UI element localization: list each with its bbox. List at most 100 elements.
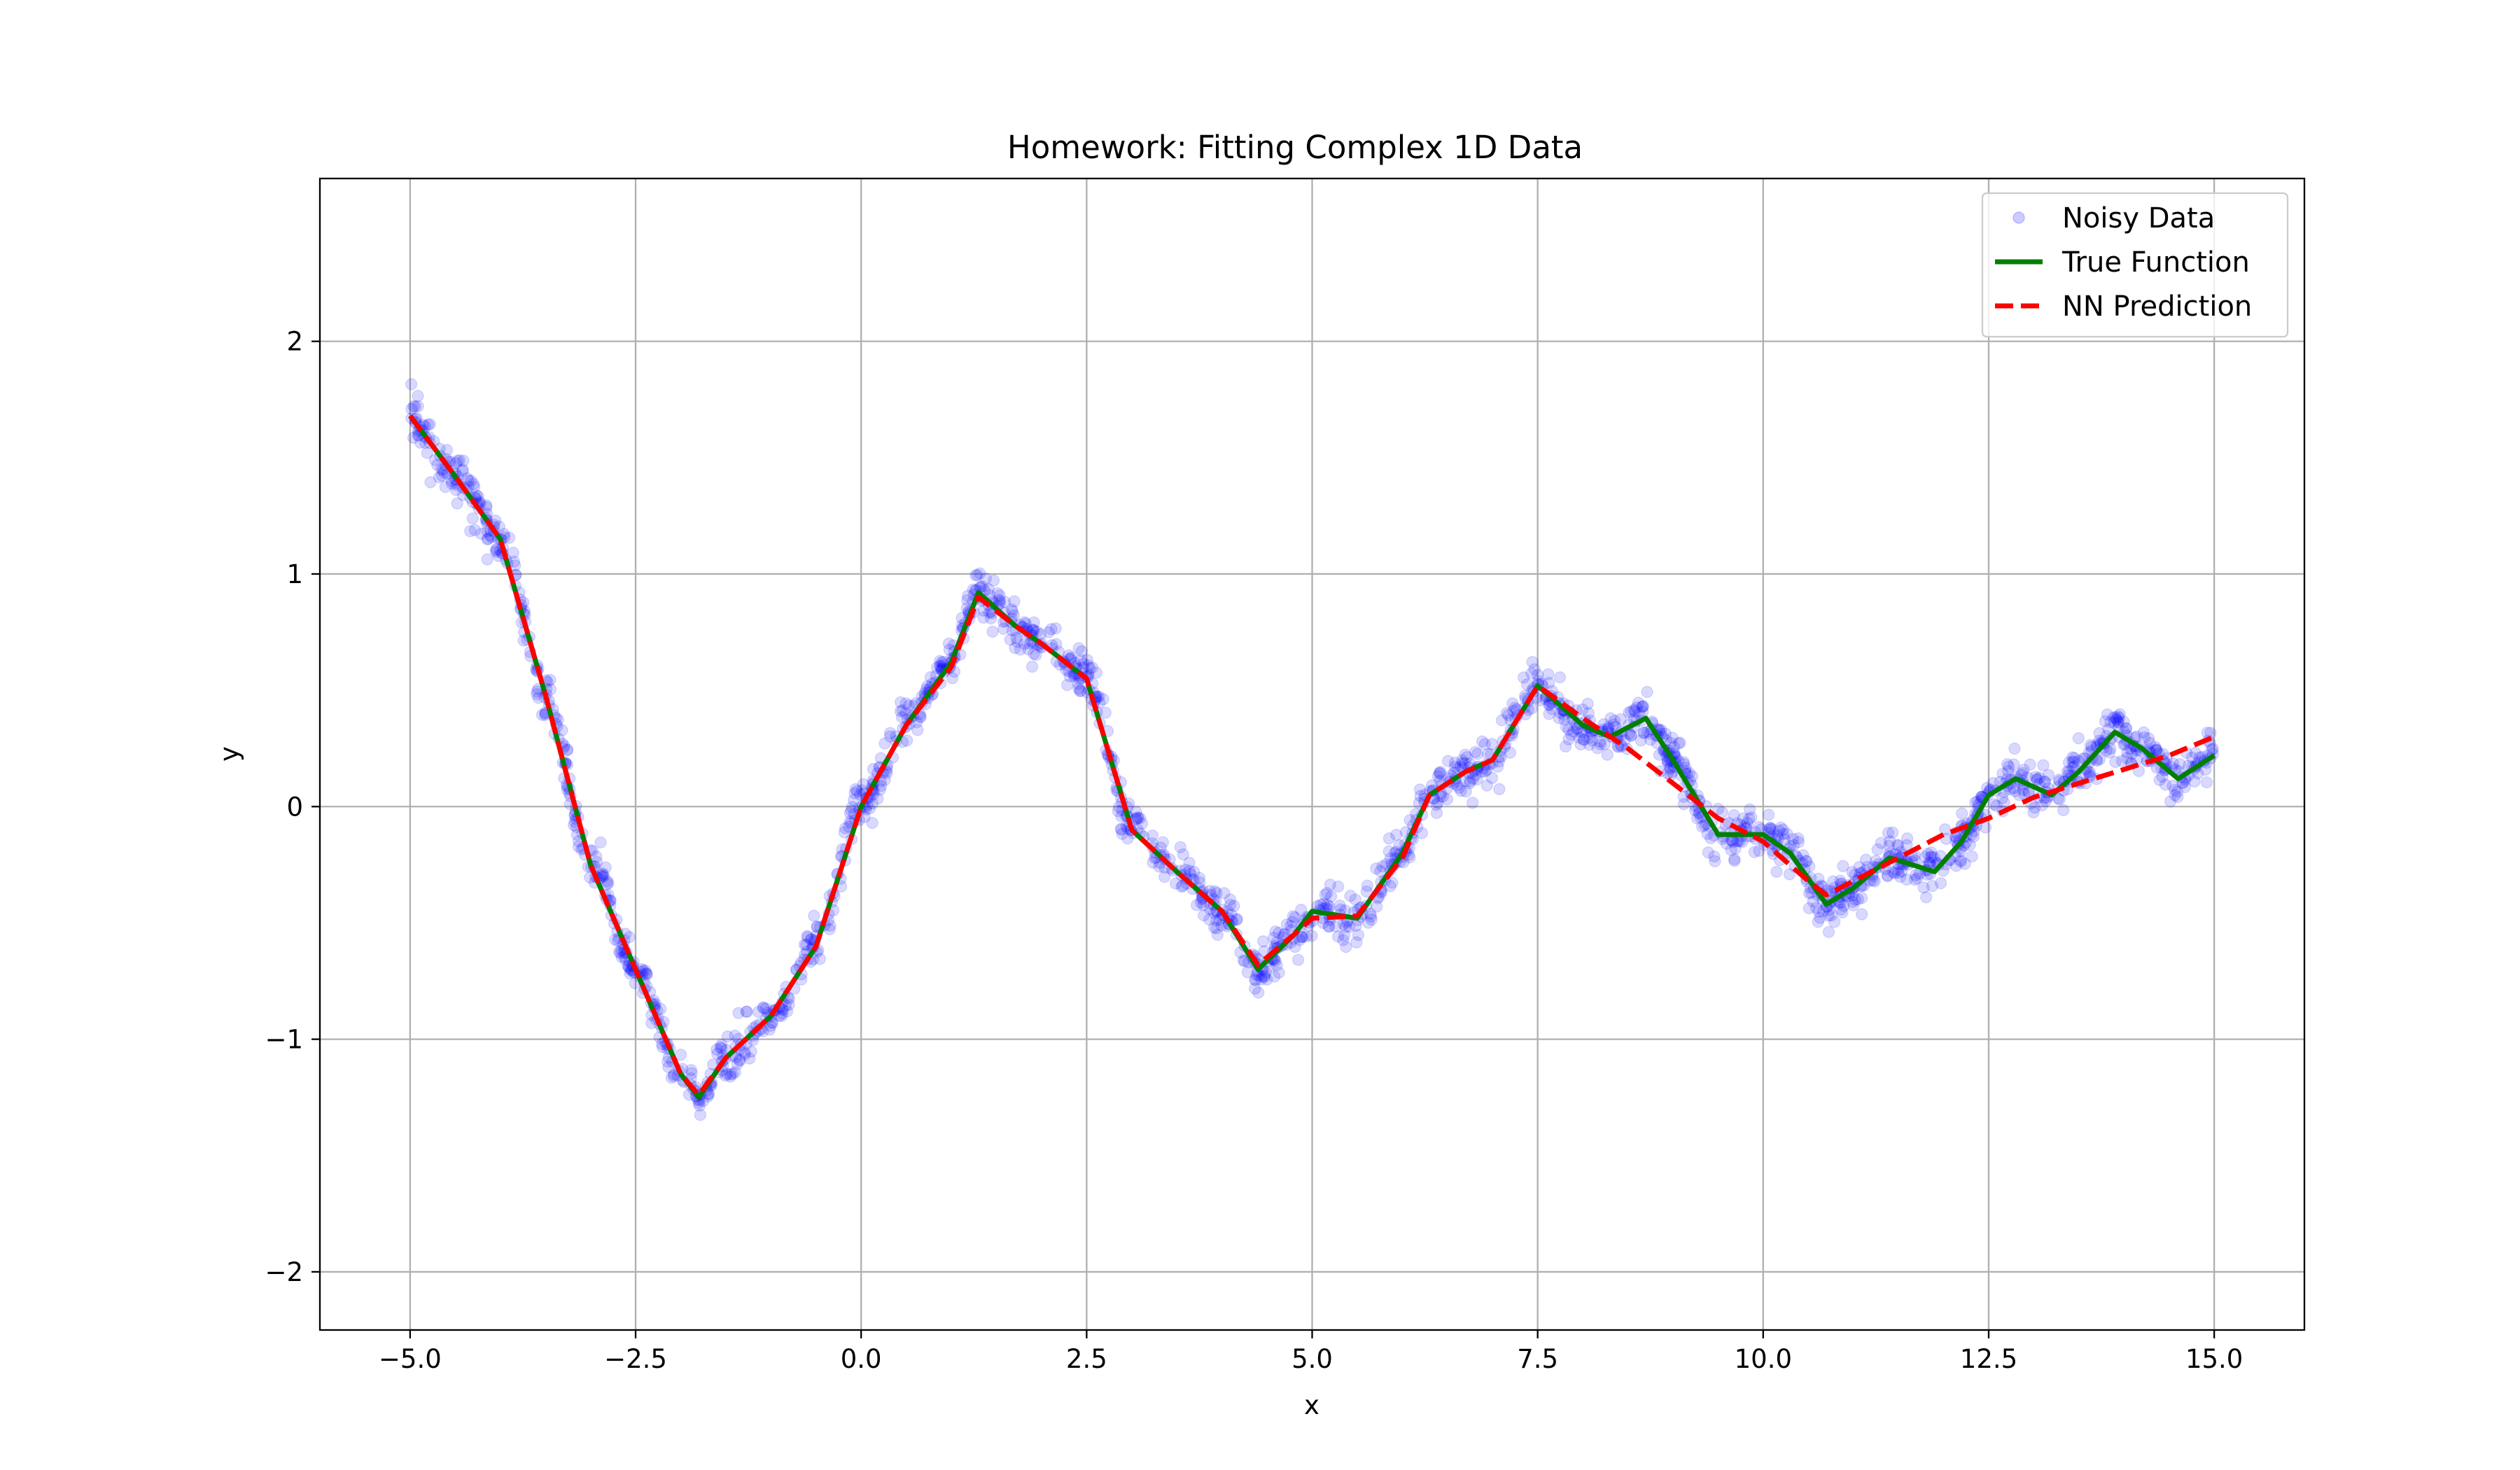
x-tick-label: 5.0 <box>1292 1344 1333 1374</box>
scatter-point <box>729 1065 741 1079</box>
scatter-point <box>640 968 654 981</box>
scatter-point <box>1925 846 1938 859</box>
scatter-point <box>1259 966 1273 979</box>
scatter-point <box>1034 628 1047 640</box>
scatter-point <box>1018 637 1031 650</box>
legend: Noisy Data True Function NN Prediction <box>1981 192 2289 338</box>
scatter-point <box>468 480 481 493</box>
scatter-point <box>1886 826 1899 839</box>
scatter-point <box>1851 892 1865 906</box>
scatter-point <box>1464 775 1476 788</box>
scatter-point <box>1147 856 1159 869</box>
scatter-point <box>1601 748 1614 761</box>
scatter-point <box>2169 783 2181 797</box>
scatter-point <box>1480 779 1493 792</box>
scatter-point <box>1853 861 1865 874</box>
scatter-point <box>1028 648 1040 660</box>
scatter-point <box>924 671 937 684</box>
scatter-point <box>2029 771 2042 783</box>
scatter-point <box>993 589 1006 602</box>
scatter-point <box>1350 936 1363 949</box>
scatter-point <box>752 1005 765 1018</box>
scatter-point <box>1270 959 1283 972</box>
scatter-point <box>640 967 652 979</box>
scatter-point <box>449 456 463 470</box>
scatter-point <box>2052 792 2064 805</box>
scatter-point <box>911 724 924 736</box>
series-lines <box>408 414 2216 1100</box>
scatter-point <box>1836 906 1849 919</box>
scatter-point <box>1787 839 1800 852</box>
scatter-point <box>1005 603 1018 616</box>
scatter-point <box>2083 766 2096 778</box>
scatter-point <box>724 1068 737 1081</box>
scatter-point <box>2121 746 2134 759</box>
scatter-point <box>2068 752 2081 764</box>
scatter-point <box>1837 860 1849 873</box>
scatter-point <box>2061 765 2074 778</box>
scatter-point <box>507 546 519 559</box>
scatter-point <box>1133 812 1147 825</box>
scatter-point <box>783 998 795 1011</box>
scatter-point <box>407 400 420 413</box>
scatter-point <box>2150 744 2162 757</box>
scatter-point <box>1837 899 1850 912</box>
scatter-point <box>2171 785 2184 798</box>
scatter-point <box>1228 899 1240 913</box>
scatter-point <box>1374 864 1387 878</box>
scatter-point <box>729 1029 741 1042</box>
scatter-point <box>1135 817 1149 830</box>
scatter-point <box>1099 706 1112 719</box>
y-tick-label: 2 <box>286 327 303 357</box>
scatter-point <box>503 531 516 545</box>
scatter-point <box>451 454 464 468</box>
scatter-point <box>1677 797 1690 811</box>
scatter-point <box>993 594 1006 606</box>
scatter-point <box>1825 909 1838 922</box>
scatter-point <box>2081 765 2094 778</box>
scatter-point <box>780 1005 794 1018</box>
x-tick-label: 7.5 <box>1517 1344 1558 1374</box>
scatter-point <box>1045 623 1058 636</box>
scatter-point <box>2027 806 2040 819</box>
scatter-point <box>1030 648 1042 662</box>
scatter-point <box>1258 971 1271 983</box>
scatter-point <box>740 1005 752 1018</box>
scatter-point <box>2120 752 2134 764</box>
scatter-point <box>1925 850 1938 863</box>
x-tick-label: −5.0 <box>379 1344 442 1374</box>
scatter-point <box>457 454 470 467</box>
scatter-point <box>1672 737 1685 750</box>
scatter-point <box>878 737 891 750</box>
scatter-point <box>2205 743 2218 757</box>
scatter-point <box>1770 865 1783 878</box>
scatter-point <box>1822 925 1835 939</box>
scatter-point <box>1712 802 1725 816</box>
scatter-point <box>601 878 614 890</box>
scatter-point <box>895 710 909 724</box>
scatter-point <box>866 797 879 810</box>
scatter-point <box>1934 876 1947 890</box>
scatter-point <box>715 1042 728 1055</box>
scatter-point <box>1317 897 1330 910</box>
scatter-point <box>1835 903 1847 916</box>
scatter-point <box>1900 832 1914 845</box>
scatter-point <box>449 484 463 496</box>
scatter-point <box>1543 699 1555 711</box>
scatter-point <box>1018 616 1031 629</box>
scatter-point <box>1859 853 1872 866</box>
scatter-point <box>1742 813 1756 825</box>
scatter-point <box>1430 806 1443 820</box>
scatter-point <box>1562 733 1575 746</box>
scatter-point <box>1990 799 2003 812</box>
scatter-point <box>596 867 609 880</box>
scatter-point <box>757 1001 769 1014</box>
scatter-point <box>694 1108 707 1121</box>
scatter-point <box>2008 742 2021 755</box>
scatter-point <box>1430 799 1443 811</box>
scatter-point <box>1881 869 1894 882</box>
scatter-point <box>1597 718 1610 731</box>
scatter-point <box>1638 727 1651 739</box>
scatter-point <box>544 673 556 687</box>
scatter-point <box>732 1007 745 1019</box>
